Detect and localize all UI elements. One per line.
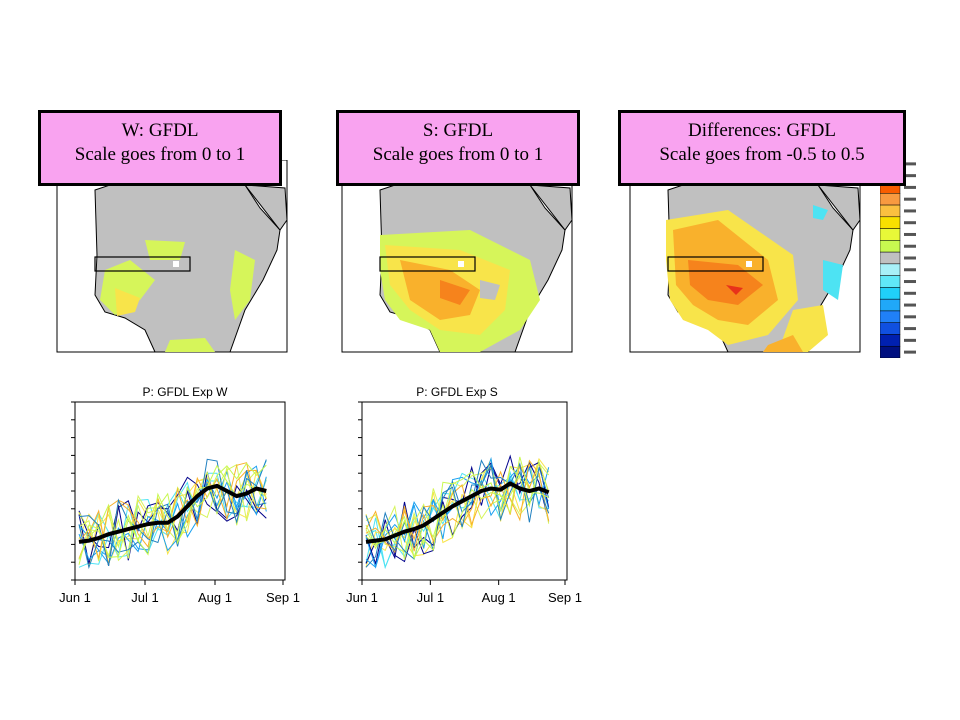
colorbar-tick-label <box>904 327 916 331</box>
colorbar-swatch <box>880 204 901 218</box>
colorbar-tick-label <box>904 256 916 260</box>
colorbar-swatch <box>880 228 901 241</box>
panel-title: W: GFDL <box>121 120 199 141</box>
colorbar-swatch <box>880 298 901 312</box>
colorbar <box>880 158 916 358</box>
colorbar-tick-label <box>904 185 916 189</box>
colorbar-tick-label <box>904 162 916 166</box>
map-panel-w <box>45 160 290 355</box>
map-s <box>341 160 573 353</box>
colorbar-tick-label <box>904 197 916 201</box>
panel-scale: Scale goes from 0 to 1 <box>372 144 544 165</box>
colorbar-swatch <box>880 275 901 288</box>
colorbar-swatch <box>880 310 901 323</box>
x-tick-label: Jul 1 <box>417 590 444 605</box>
ensemble-mean-line <box>365 481 550 544</box>
colorbar-tick-label <box>904 174 916 178</box>
ensemble-member-line <box>365 473 550 560</box>
panel-title: S: GFDL <box>422 120 494 141</box>
x-tick-label: Aug 1 <box>198 590 232 605</box>
timeseries-s: P: GFDL Exp S Jun 1 Jul 1 Aug 1 Sep 1 <box>342 380 602 615</box>
label-box-s: S: GFDL Scale goes from 0 to 1 <box>336 110 580 186</box>
x-tick-label: Jun 1 <box>59 590 91 605</box>
colorbar-tick-label <box>904 232 916 236</box>
colorbar-tick-label <box>904 350 916 354</box>
colorbar-swatch <box>880 345 901 358</box>
ensemble-member-line <box>78 462 267 560</box>
colorbar-tick-label <box>904 268 916 272</box>
x-tick-label: Sep 1 <box>266 590 300 605</box>
ensemble-mean-line <box>78 483 267 544</box>
x-tick-label: Aug 1 <box>482 590 516 605</box>
colorbar-tick-label <box>904 338 916 342</box>
colorbar-tick-label <box>904 244 916 248</box>
colorbar-swatch <box>880 216 901 229</box>
x-tick-label: Jul 1 <box>131 590 158 605</box>
colorbar-tick-label <box>904 315 916 319</box>
timeseries-chart-w: P: GFDL Exp W Jun 1 Jul 1 Aug 1 Sep 1 <box>59 385 300 605</box>
chart-title: P: GFDL Exp S <box>416 385 498 399</box>
colorbar-tick-label <box>904 221 916 225</box>
timeseries-chart-s: P: GFDL Exp S Jun 1 Jul 1 Aug 1 Sep 1 <box>346 385 582 605</box>
timeseries-w: P: GFDL Exp W Jun 1 Jul 1 Aug 1 Sep 1 <box>55 380 315 615</box>
colorbar-swatch <box>880 240 901 253</box>
map-panel-diff <box>618 160 863 355</box>
colorbar-tick-label <box>904 209 916 213</box>
label-box-w: W: GFDL Scale goes from 0 to 1 <box>38 110 282 186</box>
map-diff <box>629 160 861 353</box>
panel-scale: Scale goes from 0 to 1 <box>74 144 246 165</box>
colorbar-tick-label <box>904 303 916 307</box>
map-panel-s <box>330 160 575 355</box>
colorbar-swatch <box>880 193 901 206</box>
ensemble-member-line <box>365 462 550 553</box>
map-w <box>56 160 288 353</box>
chart-title: P: GFDL Exp W <box>143 385 229 399</box>
colorbar-swatch <box>880 263 901 276</box>
colorbar-swatch <box>880 334 901 347</box>
ensemble-member-line <box>365 459 550 560</box>
ensemble-member-line <box>365 461 550 566</box>
panel-title: Differences: GFDL <box>688 120 836 141</box>
ensemble-member-line <box>365 456 549 558</box>
colorbar-tick-label <box>904 291 916 295</box>
colorbar-swatch <box>880 287 901 300</box>
colorbar-tick-label <box>904 280 916 284</box>
colorbar-swatch <box>880 322 901 335</box>
x-tick-label: Jun 1 <box>346 590 378 605</box>
label-box-diff: Differences: GFDL Scale goes from -0.5 t… <box>618 110 906 186</box>
colorbar-swatch <box>880 251 901 265</box>
panel-scale: Scale goes from -0.5 to 0.5 <box>659 144 865 165</box>
x-tick-label: Sep 1 <box>548 590 582 605</box>
